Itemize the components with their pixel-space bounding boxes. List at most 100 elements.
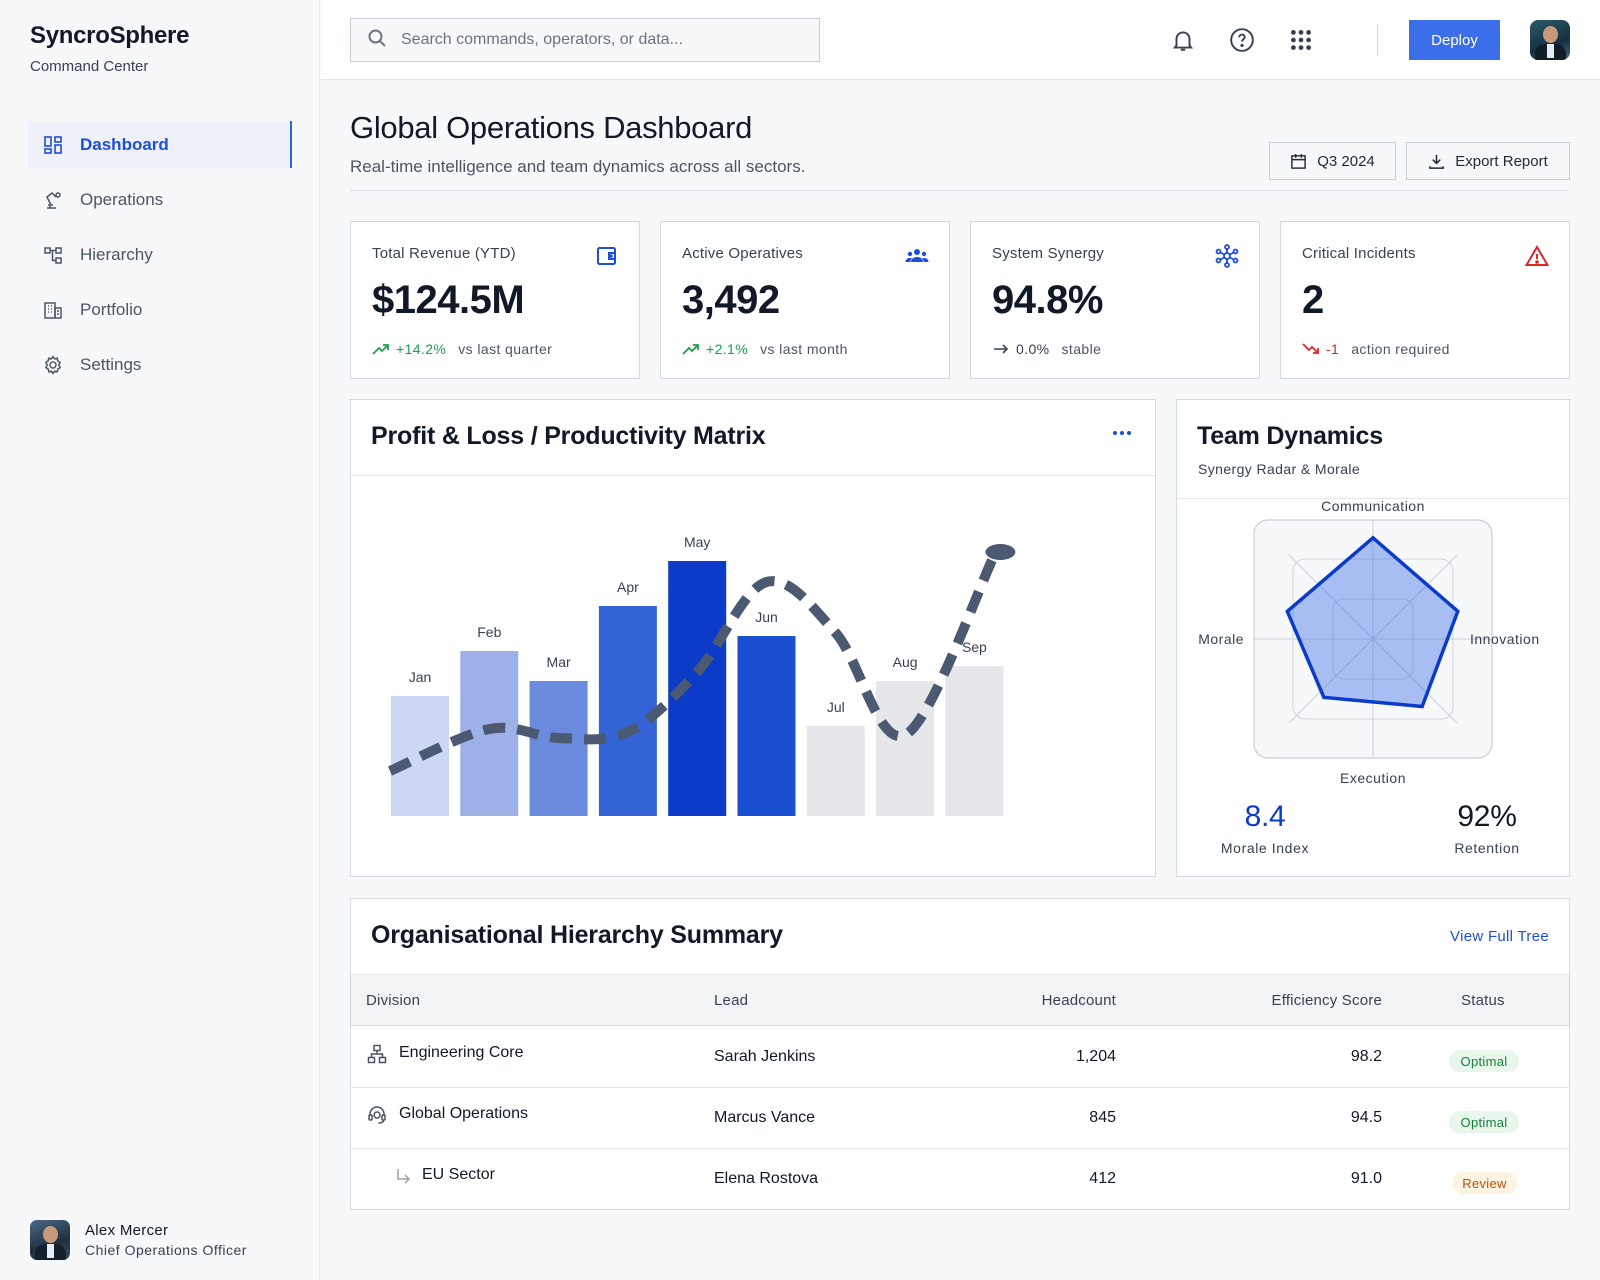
- column-header-division[interactable]: Division: [366, 992, 421, 1009]
- export-label: Export Report: [1455, 152, 1548, 170]
- column-header-efficiency[interactable]: Efficiency Score: [1271, 992, 1382, 1009]
- bar-label-jul: Jul: [827, 699, 845, 715]
- kpi-note: action required: [1351, 341, 1450, 357]
- metric-value: 8.4: [1244, 800, 1286, 833]
- bar-apr[interactable]: [598, 606, 657, 816]
- app-subtitle: Command Center: [30, 58, 149, 75]
- apps-grid-icon[interactable]: [1287, 26, 1315, 54]
- status-badge: Optimal: [1449, 1111, 1519, 1133]
- sidebar-item-operations[interactable]: Operations: [28, 176, 292, 223]
- kpi-value: $124.5M: [372, 278, 525, 322]
- sidebar-item-hierarchy[interactable]: Hierarchy: [28, 231, 292, 278]
- kpi-card-operatives: Active Operatives 3,492 +2.1% vs last mo…: [660, 221, 950, 379]
- kpi-note: stable: [1061, 341, 1102, 357]
- calendar-icon: [1291, 153, 1307, 169]
- kpi-note: vs last month: [760, 341, 848, 357]
- radar-axis-label-communication: Communication: [1321, 499, 1425, 514]
- headcount: 845: [1089, 1109, 1116, 1126]
- period-selector-button[interactable]: Q3 2024: [1269, 142, 1396, 180]
- sidebar-item-label: Hierarchy: [80, 244, 153, 264]
- bar-label-apr: Apr: [617, 579, 639, 595]
- radar-axis-label-morale: Morale: [1198, 631, 1244, 647]
- avatar: [30, 1220, 70, 1260]
- bar-label-sep: Sep: [962, 639, 987, 655]
- sidebar-item-portfolio[interactable]: Portfolio: [28, 286, 292, 333]
- sidebar-item-settings[interactable]: Settings: [28, 341, 292, 388]
- search-icon: [367, 28, 387, 53]
- page-subtitle: Real-time intelligence and team dynamics…: [350, 157, 806, 176]
- sidebar-nav: Dashboard Operations Hierarchy Portfolio…: [28, 121, 292, 396]
- search-input[interactable]: [401, 31, 801, 49]
- kpi-trend: 0.0% stable: [992, 340, 1101, 358]
- user-name: Alex Mercer: [85, 1222, 169, 1239]
- metric-label: Retention: [1454, 840, 1520, 856]
- radar-axis-line: [1288, 554, 1458, 724]
- search-box[interactable]: [350, 18, 820, 62]
- deploy-button[interactable]: Deploy: [1409, 20, 1500, 60]
- sidebar-item-dashboard[interactable]: Dashboard: [28, 121, 292, 168]
- lead-name: Elena Rostova: [714, 1170, 819, 1187]
- table-header: Division Lead Headcount Efficiency Score…: [351, 974, 1569, 1026]
- trend-line: [387, 552, 999, 776]
- bar-label-feb: Feb: [477, 624, 501, 640]
- hierarchy-summary-panel: Organisational Hierarchy Summary View Fu…: [350, 898, 1570, 1210]
- bar-jan[interactable]: [391, 696, 449, 816]
- notification-bell-icon[interactable]: [1169, 26, 1197, 54]
- bar-sep[interactable]: [945, 666, 1004, 816]
- bar-label-aug: Aug: [893, 654, 918, 670]
- table-row[interactable]: Global Operations Marcus Vance 845 94.5 …: [351, 1088, 1569, 1149]
- kpi-delta: +14.2%: [396, 341, 447, 357]
- help-icon[interactable]: [1228, 26, 1256, 54]
- column-header-lead[interactable]: Lead: [714, 992, 749, 1009]
- panel-subtitle: Synergy Radar & Morale: [1198, 461, 1361, 477]
- kpi-delta: 0.0%: [1016, 341, 1050, 357]
- panel-divider: [351, 475, 1155, 476]
- lead-name: Sarah Jenkins: [714, 1048, 816, 1065]
- more-options-icon[interactable]: [1111, 426, 1133, 440]
- table-row[interactable]: Engineering Core Sarah Jenkins 1,204 98.…: [351, 1027, 1569, 1088]
- kpi-card-revenue: Total Revenue (YTD) $124.5M +14.2% vs la…: [350, 221, 640, 379]
- bar-label-jan: Jan: [409, 669, 432, 685]
- brand: SyncroSphere Command Center: [30, 22, 189, 75]
- bar-aug[interactable]: [876, 681, 935, 816]
- kpi-value: 2: [1302, 278, 1324, 322]
- header-divider: [350, 190, 1569, 191]
- headcount: 1,204: [1075, 1048, 1116, 1065]
- trending-up-icon: [372, 344, 389, 355]
- metric-value: 92%: [1457, 800, 1517, 833]
- export-report-button[interactable]: Export Report: [1406, 142, 1570, 180]
- kpi-trend: +2.1% vs last month: [682, 340, 848, 358]
- kpi-value: 94.8%: [992, 278, 1103, 322]
- hierarchy-icon: [42, 244, 64, 266]
- pl-chart-panel: Profit & Loss / Productivity Matrix Jan F…: [350, 399, 1156, 877]
- topbar: Deploy: [321, 0, 1600, 80]
- kpi-label: Total Revenue (YTD): [372, 245, 516, 262]
- lead-name: Marcus Vance: [714, 1109, 816, 1126]
- morale-index-metric: 8.4 Morale Index: [1217, 800, 1313, 856]
- kpi-card-incidents: Critical Incidents 2 -1 action required: [1280, 221, 1570, 379]
- subdirectory-arrow-icon: [393, 1166, 413, 1186]
- bar-jul[interactable]: [806, 726, 865, 816]
- sidebar-item-label: Portfolio: [80, 299, 143, 319]
- bar-jun[interactable]: [737, 636, 796, 816]
- column-header-status[interactable]: Status: [1461, 992, 1505, 1009]
- dashboard-icon: [42, 134, 64, 156]
- bar-label-jun: Jun: [755, 609, 778, 625]
- robot-arm-icon: [42, 189, 64, 211]
- download-icon: [1429, 154, 1445, 169]
- sidebar-item-label: Dashboard: [80, 134, 169, 154]
- table-row[interactable]: EU Sector Elena Rostova 412 91.0 Review: [351, 1149, 1569, 1210]
- user-profile[interactable]: Alex Mercer Chief Operations Officer: [30, 1220, 247, 1260]
- status-badge: Review: [1452, 1172, 1517, 1194]
- kpi-delta: +2.1%: [706, 341, 749, 357]
- kpi-label: Critical Incidents: [1302, 245, 1416, 262]
- column-header-headcount[interactable]: Headcount: [1041, 992, 1116, 1009]
- bar-mar[interactable]: [529, 681, 588, 816]
- kpi-label: Active Operatives: [682, 245, 803, 262]
- kpi-note: vs last quarter: [458, 341, 553, 357]
- kpi-trend: -1 action required: [1302, 340, 1450, 358]
- panel-title: Profit & Loss / Productivity Matrix: [371, 422, 766, 450]
- avatar[interactable]: [1530, 20, 1570, 60]
- view-full-tree-link[interactable]: View Full Tree: [1450, 928, 1549, 945]
- synergy-radar-chart: Communication Innovation Execution Morale: [1198, 499, 1539, 786]
